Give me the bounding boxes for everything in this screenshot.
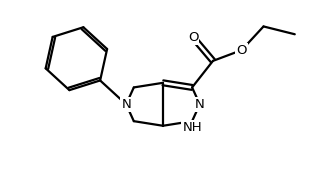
- Text: O: O: [236, 44, 247, 57]
- Text: N: N: [195, 98, 205, 111]
- Text: O: O: [188, 31, 198, 44]
- Text: NH: NH: [182, 121, 202, 134]
- Text: N: N: [121, 98, 131, 111]
